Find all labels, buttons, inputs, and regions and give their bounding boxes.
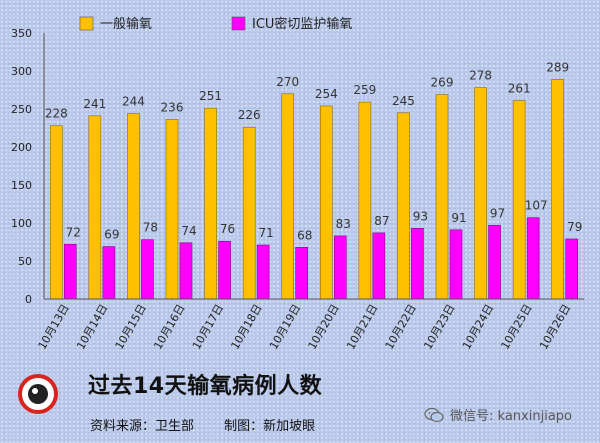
- data-label-icu: 69: [104, 228, 119, 242]
- bar-general-oxygen: [242, 126, 256, 300]
- data-label-general: 244: [122, 95, 145, 109]
- data-label-icu: 72: [66, 225, 81, 239]
- bar-general-oxygen: [281, 93, 295, 300]
- y-tick-label: 100: [11, 217, 32, 230]
- y-tick-label: 50: [18, 255, 32, 268]
- credits: 资料来源：卫生部 制图：新加坡眼: [90, 415, 341, 434]
- x-tick-label: 10月19日: [267, 302, 303, 352]
- legend-swatch: [231, 16, 246, 31]
- y-tick-label: 150: [11, 179, 32, 192]
- x-axis: 10月13日 10月14日 10月15日 10月16日 10月17日 10月18日 10月1…: [36, 298, 584, 352]
- x-tick-label: 10月24日: [460, 302, 496, 352]
- data-label-icu: 93: [413, 209, 428, 223]
- x-tick-label: 10月21日: [344, 302, 380, 352]
- bar-icu-oxygen: [411, 228, 424, 300]
- made-by-text: 制图：新加坡眼: [224, 419, 316, 434]
- bar-general-oxygen: [204, 107, 217, 300]
- bar-icu-oxygen: [141, 239, 154, 300]
- logo: [16, 364, 60, 422]
- bar-icu-oxygen: [256, 244, 270, 300]
- bar-general-oxygen: [49, 125, 63, 300]
- data-label-icu: 76: [220, 222, 235, 236]
- data-label-icu: 79: [567, 220, 582, 234]
- data-label-icu: 107: [525, 199, 548, 213]
- bar-general-oxygen: [88, 115, 102, 300]
- x-tick-label: 10月18日: [228, 302, 264, 352]
- bar-general-oxygen: [512, 100, 526, 300]
- x-tick-label: 10月13日: [36, 302, 72, 352]
- bar-general-oxygen: [551, 79, 565, 300]
- bar-general-oxygen: [474, 87, 487, 300]
- bar-icu-oxygen: [333, 235, 347, 300]
- wechat-text: 微信号: kanxinjiapo: [450, 409, 572, 424]
- y-tick-label: 300: [11, 65, 32, 78]
- data-label-general: 289: [546, 60, 569, 74]
- x-tick-label: 10月16日: [151, 302, 187, 352]
- x-tick-label: 10月26日: [537, 302, 573, 352]
- data-label-icu: 87: [374, 214, 389, 228]
- y-tick-label: 0: [25, 293, 32, 306]
- chart-title: 过去14天输氧病例人数: [88, 374, 323, 399]
- data-label-general: 261: [508, 82, 531, 96]
- data-label-icu: 74: [181, 224, 196, 238]
- legend: 一般输氧 ICU密切监护输氧: [79, 16, 352, 32]
- bar-general-oxygen: [397, 112, 410, 300]
- x-tick-label: 10月14日: [74, 302, 110, 352]
- wechat-id: 微信号: kanxinjiapo: [424, 405, 572, 424]
- bar-icu-oxygen: [372, 232, 386, 300]
- data-label-general: 241: [83, 97, 106, 111]
- x-tick-label: 10月15日: [113, 302, 149, 352]
- data-label-general: 226: [238, 108, 261, 122]
- data-label-general: 228: [45, 107, 68, 121]
- x-tick-label: 10月25日: [498, 302, 534, 352]
- x-tick-label: 10月17日: [190, 302, 226, 352]
- wechat-icon: [424, 407, 444, 422]
- data-label-general: 236: [161, 101, 184, 115]
- bar-general-oxygen: [127, 113, 140, 300]
- bar-icu-oxygen: [526, 217, 540, 300]
- bar-icu-oxygen: [565, 238, 579, 300]
- bar-general-oxygen: [165, 119, 179, 300]
- source-text: 资料来源：卫生部: [90, 419, 195, 434]
- data-label-general: 245: [392, 94, 415, 108]
- data-label-icu: 71: [259, 226, 274, 240]
- data-label-general: 259: [353, 83, 376, 97]
- bar-icu-oxygen: [179, 242, 193, 300]
- y-axis: 0 50 100 150 200 250 300 350: [11, 27, 45, 306]
- logo-eye-icon: [28, 384, 48, 404]
- bar-icu-oxygen: [63, 243, 77, 300]
- bar-icu-oxygen: [449, 229, 463, 300]
- bar-icu-oxygen: [295, 247, 309, 300]
- x-tick-label: 10月23日: [421, 302, 457, 352]
- data-label-general: 251: [199, 89, 222, 103]
- data-label-icu: 78: [143, 221, 158, 235]
- bar-general-oxygen: [319, 105, 333, 300]
- legend-swatch: [79, 16, 94, 31]
- data-label-general: 278: [469, 69, 492, 83]
- bar-icu-oxygen: [218, 240, 231, 300]
- data-label-icu: 91: [451, 211, 466, 225]
- legend-label: ICU密切监护输氧: [252, 16, 352, 32]
- bar-icu-oxygen: [488, 224, 501, 300]
- x-tick-label: 10月20日: [306, 302, 342, 352]
- data-label-general: 270: [276, 75, 299, 89]
- y-tick-label: 250: [11, 103, 32, 116]
- legend-label: 一般输氧: [100, 16, 152, 32]
- bars: 228 72 241 69 244 78 236 74 251 76 226 71 270 68 254 83…: [45, 60, 582, 300]
- bar-general-oxygen: [358, 101, 372, 300]
- data-label-icu: 97: [490, 206, 505, 220]
- data-label-icu: 83: [336, 217, 351, 231]
- data-label-general: 269: [431, 76, 454, 90]
- bar-icu-oxygen: [102, 246, 116, 300]
- y-tick-label: 350: [11, 27, 32, 40]
- y-tick-label: 200: [11, 141, 32, 154]
- bar-general-oxygen: [435, 94, 449, 300]
- data-label-general: 254: [315, 87, 338, 101]
- data-label-icu: 68: [297, 228, 312, 242]
- x-tick-label: 10月22日: [383, 302, 419, 352]
